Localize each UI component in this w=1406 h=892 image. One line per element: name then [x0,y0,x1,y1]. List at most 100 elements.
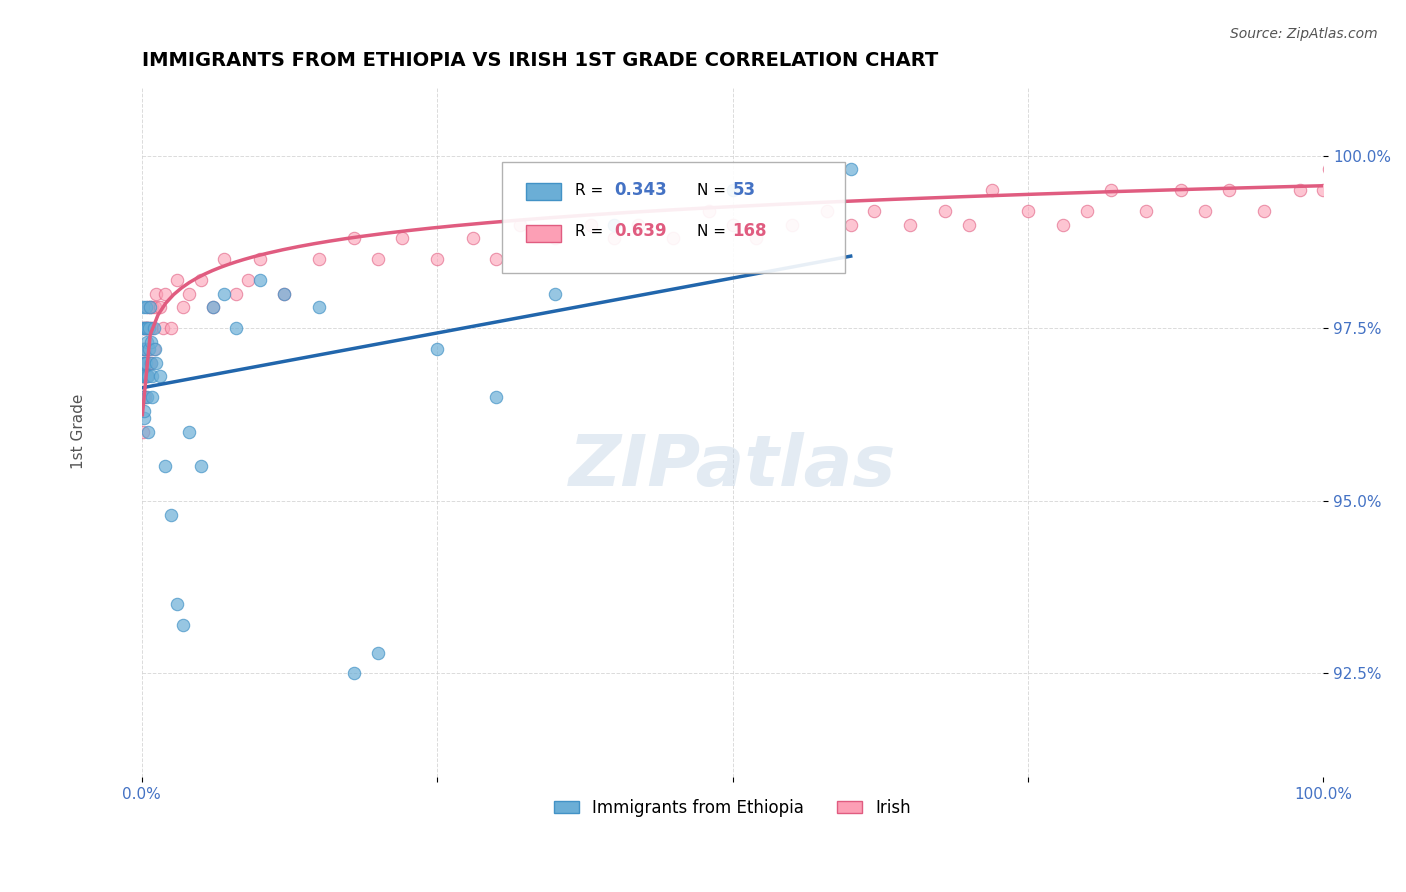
Irish [177,286,200,301]
Irish [136,342,159,356]
Immigrants from Ethiopia [134,321,156,335]
Irish [839,218,862,232]
Irish [135,369,157,384]
Immigrants from Ethiopia [160,508,183,522]
Irish [134,390,156,404]
FancyBboxPatch shape [526,225,561,242]
Irish [745,231,768,245]
Irish [1194,203,1216,218]
Irish [141,321,163,335]
Irish [343,231,366,245]
Immigrants from Ethiopia [132,301,155,315]
Irish [1076,203,1098,218]
Irish [131,390,153,404]
Irish [1384,162,1406,177]
Irish [135,321,157,335]
Irish [544,231,567,245]
Irish [148,301,170,315]
Immigrants from Ethiopia [132,321,155,335]
Immigrants from Ethiopia [132,390,155,404]
Immigrants from Ethiopia [273,286,295,301]
Immigrants from Ethiopia [134,342,156,356]
Irish [141,321,163,335]
Irish [136,301,159,315]
Irish [132,342,155,356]
Irish [152,321,174,335]
Irish [1170,183,1192,197]
Immigrants from Ethiopia [132,356,155,370]
Irish [1312,183,1334,197]
Irish [143,301,166,315]
Irish [132,369,155,384]
Irish [603,231,626,245]
Irish [134,342,156,356]
Immigrants from Ethiopia [544,286,567,301]
Irish [134,356,156,370]
Irish [139,356,162,370]
Immigrants from Ethiopia [166,597,188,611]
Irish [136,356,159,370]
Irish [160,321,183,335]
Immigrants from Ethiopia [132,410,155,425]
Text: IMMIGRANTS FROM ETHIOPIA VS IRISH 1ST GRADE CORRELATION CHART: IMMIGRANTS FROM ETHIOPIA VS IRISH 1ST GR… [142,51,938,70]
Legend: Immigrants from Ethiopia, Irish: Immigrants from Ethiopia, Irish [547,792,918,823]
Irish [214,252,236,266]
Irish [1099,183,1122,197]
Immigrants from Ethiopia [135,301,157,315]
Immigrants from Ethiopia [172,618,194,632]
Irish [981,183,1004,197]
Immigrants from Ethiopia [141,334,163,349]
Irish [132,356,155,370]
Text: R =: R = [575,183,609,197]
Irish [1336,162,1358,177]
Immigrants from Ethiopia [135,356,157,370]
Irish [139,301,162,315]
Irish [426,252,449,266]
Irish [662,231,685,245]
Immigrants from Ethiopia [136,321,159,335]
Irish [1395,183,1406,197]
Immigrants from Ethiopia [131,369,153,384]
Irish [863,203,886,218]
Immigrants from Ethiopia [426,342,449,356]
Irish [141,301,163,315]
Immigrants from Ethiopia [155,459,177,474]
Irish [135,342,157,356]
Y-axis label: 1st Grade: 1st Grade [72,394,86,469]
Irish [957,218,980,232]
Irish [697,203,720,218]
Irish [1218,183,1240,197]
Irish [308,252,330,266]
Irish [934,203,956,218]
Irish [190,273,212,287]
Irish [134,321,156,335]
Irish [132,369,155,384]
FancyBboxPatch shape [526,183,561,201]
Immigrants from Ethiopia [367,646,389,660]
Immigrants from Ethiopia [134,369,156,384]
Irish [155,286,177,301]
Immigrants from Ethiopia [134,404,156,418]
Irish [249,252,271,266]
Immigrants from Ethiopia [143,342,166,356]
Irish [145,286,167,301]
Irish [138,356,160,370]
Immigrants from Ethiopia [136,369,159,384]
Irish [166,273,188,287]
Immigrants from Ethiopia [603,218,626,232]
Immigrants from Ethiopia [145,356,167,370]
Text: 53: 53 [733,181,755,199]
Text: 0.639: 0.639 [614,222,666,241]
Immigrants from Ethiopia [177,425,200,439]
Irish [1052,218,1074,232]
Irish [142,342,165,356]
Irish [134,369,156,384]
Immigrants from Ethiopia [343,666,366,681]
Irish [273,286,295,301]
Immigrants from Ethiopia [132,369,155,384]
Irish [132,425,155,439]
Immigrants from Ethiopia [249,273,271,287]
Irish [461,231,484,245]
Immigrants from Ethiopia [201,301,224,315]
Irish [236,273,259,287]
